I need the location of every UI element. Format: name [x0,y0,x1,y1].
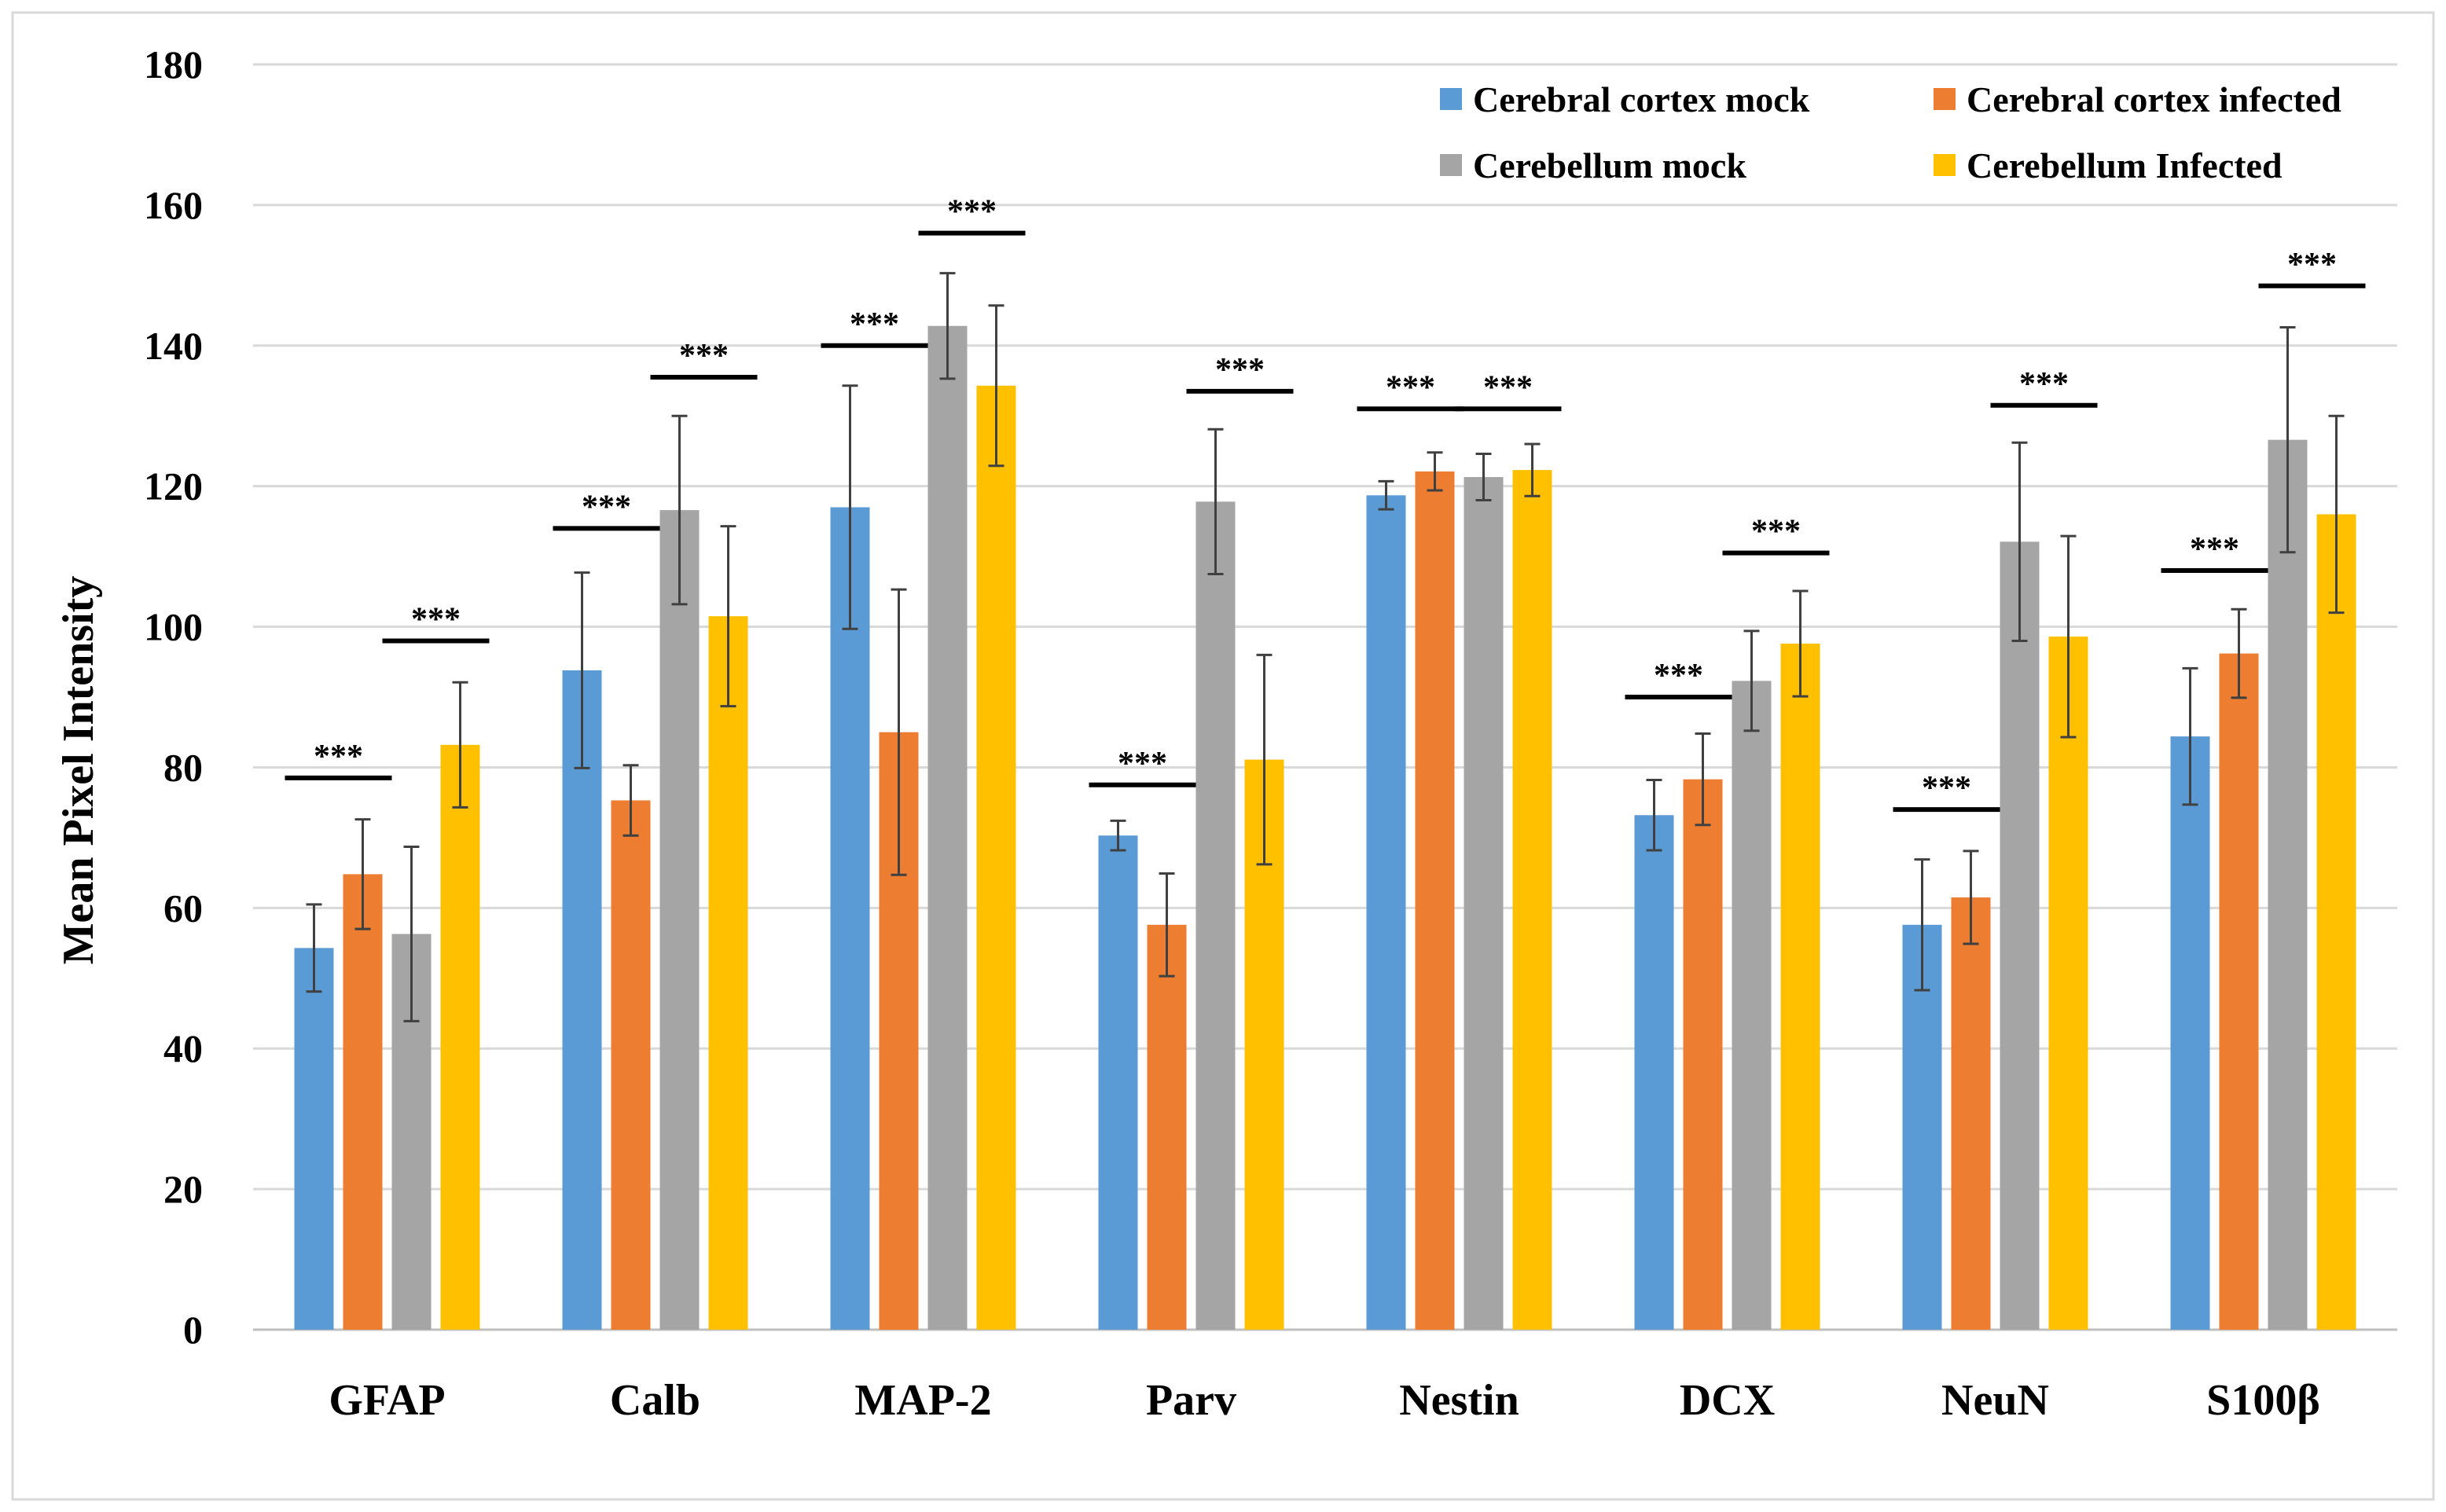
significance-label: *** [1654,658,1703,694]
bar-NeuN-3 [2048,637,2088,1330]
bar-S100β-2 [2268,439,2308,1330]
significance-label: *** [1386,369,1435,406]
x-tick-label: NeuN [1941,1376,2049,1425]
y-tick-label: 80 [163,745,203,789]
legend-swatch [1440,154,1462,176]
legend-swatch [1934,88,1956,110]
y-tick-label: 160 [144,183,203,227]
significance-label: *** [1922,770,1971,806]
legend-label: Cerebellum mock [1473,145,1746,185]
bar-Calb-1 [611,800,651,1330]
bar-DCX-0 [1634,815,1674,1330]
significance-label: *** [679,338,729,374]
significance-label: *** [850,306,899,343]
bar-S100β-1 [2219,653,2259,1330]
legend-label: Cerebellum Infected [1967,145,2283,185]
bar-MAP-2-3 [976,385,1016,1330]
significance-label: *** [1215,352,1265,388]
x-tick-label: Calb [610,1376,700,1425]
legend-swatch [1440,88,1462,110]
bar-Nestin-1 [1415,471,1455,1330]
bar-S100β-0 [2170,736,2210,1330]
bar-DCX-2 [1732,681,1772,1330]
legend-swatch [1934,154,1956,176]
legend-label: Cerebral cortex infected [1967,79,2341,119]
y-tick-label: 180 [144,42,203,86]
y-tick-label: 0 [183,1308,203,1352]
y-axis-label: Mean Pixel Intensity [54,576,103,965]
significance-label: *** [947,194,997,230]
bars [294,325,2356,1330]
bar-Calb-2 [659,510,700,1330]
x-tick-label: Parv [1146,1376,1236,1425]
legend-label: Cerebral cortex mock [1473,79,1810,119]
grid-lines [253,63,2397,1331]
y-tick-label: 100 [144,605,203,649]
bar-Parv-1 [1147,924,1187,1330]
significance-label: *** [2019,366,2069,402]
significance-label: *** [411,601,461,637]
bar-MAP-2-2 [927,325,968,1330]
x-tick-label: GFAP [329,1376,445,1425]
y-tick-label: 120 [144,464,203,508]
bar-Nestin-3 [1512,470,1552,1330]
x-tick-label: MAP-2 [854,1376,991,1425]
significance-label: *** [582,489,631,525]
bar-DCX-3 [1780,644,1820,1330]
y-tick-label: 140 [144,324,203,368]
x-tick-label: Nestin [1399,1376,1519,1425]
bar-Nestin-0 [1366,495,1406,1330]
bar-DCX-1 [1683,779,1723,1330]
significance-label: *** [1118,746,1167,782]
legend: Cerebral cortex mock Cerebral cortex infe… [1440,79,2341,185]
error-bars [306,272,2345,1022]
bar-GFAP-1 [343,874,383,1330]
x-axis-ticks: GFAP Calb MAP-2 Parv Nestin DCX NeuN S100β [329,1376,2319,1425]
bar-Parv-0 [1098,835,1138,1330]
bar-Calb-0 [562,670,602,1330]
y-tick-label: 60 [163,886,203,930]
bar-S100β-3 [2316,514,2356,1330]
y-axis-ticks: 0 20 40 60 80 100 120 140 160 180 [144,42,203,1352]
bar-MAP-2-0 [830,507,870,1330]
bar-Parv-2 [1195,501,1236,1330]
significance-label: *** [314,739,363,775]
bar-Calb-3 [708,616,748,1330]
x-tick-label: S100β [2206,1376,2320,1425]
y-tick-label: 40 [163,1026,203,1070]
bar-GFAP-0 [294,948,334,1330]
bar-Nestin-2 [1464,477,1504,1330]
significance-label: *** [2287,247,2337,283]
bar-NeuN-0 [1902,924,1942,1330]
y-tick-label: 20 [163,1167,203,1211]
x-tick-label: DCX [1680,1376,1775,1425]
significance-label: *** [1751,514,1801,550]
bar-NeuN-1 [1951,897,1991,1330]
significance-label: *** [1483,369,1533,406]
bar-NeuN-2 [2000,541,2040,1330]
significance-label: *** [2190,531,2239,567]
significance-markers: *** *** *** *** *** *** *** *** *** *** *** *** *** *… [285,194,2366,813]
bar-GFAP-3 [440,744,480,1330]
